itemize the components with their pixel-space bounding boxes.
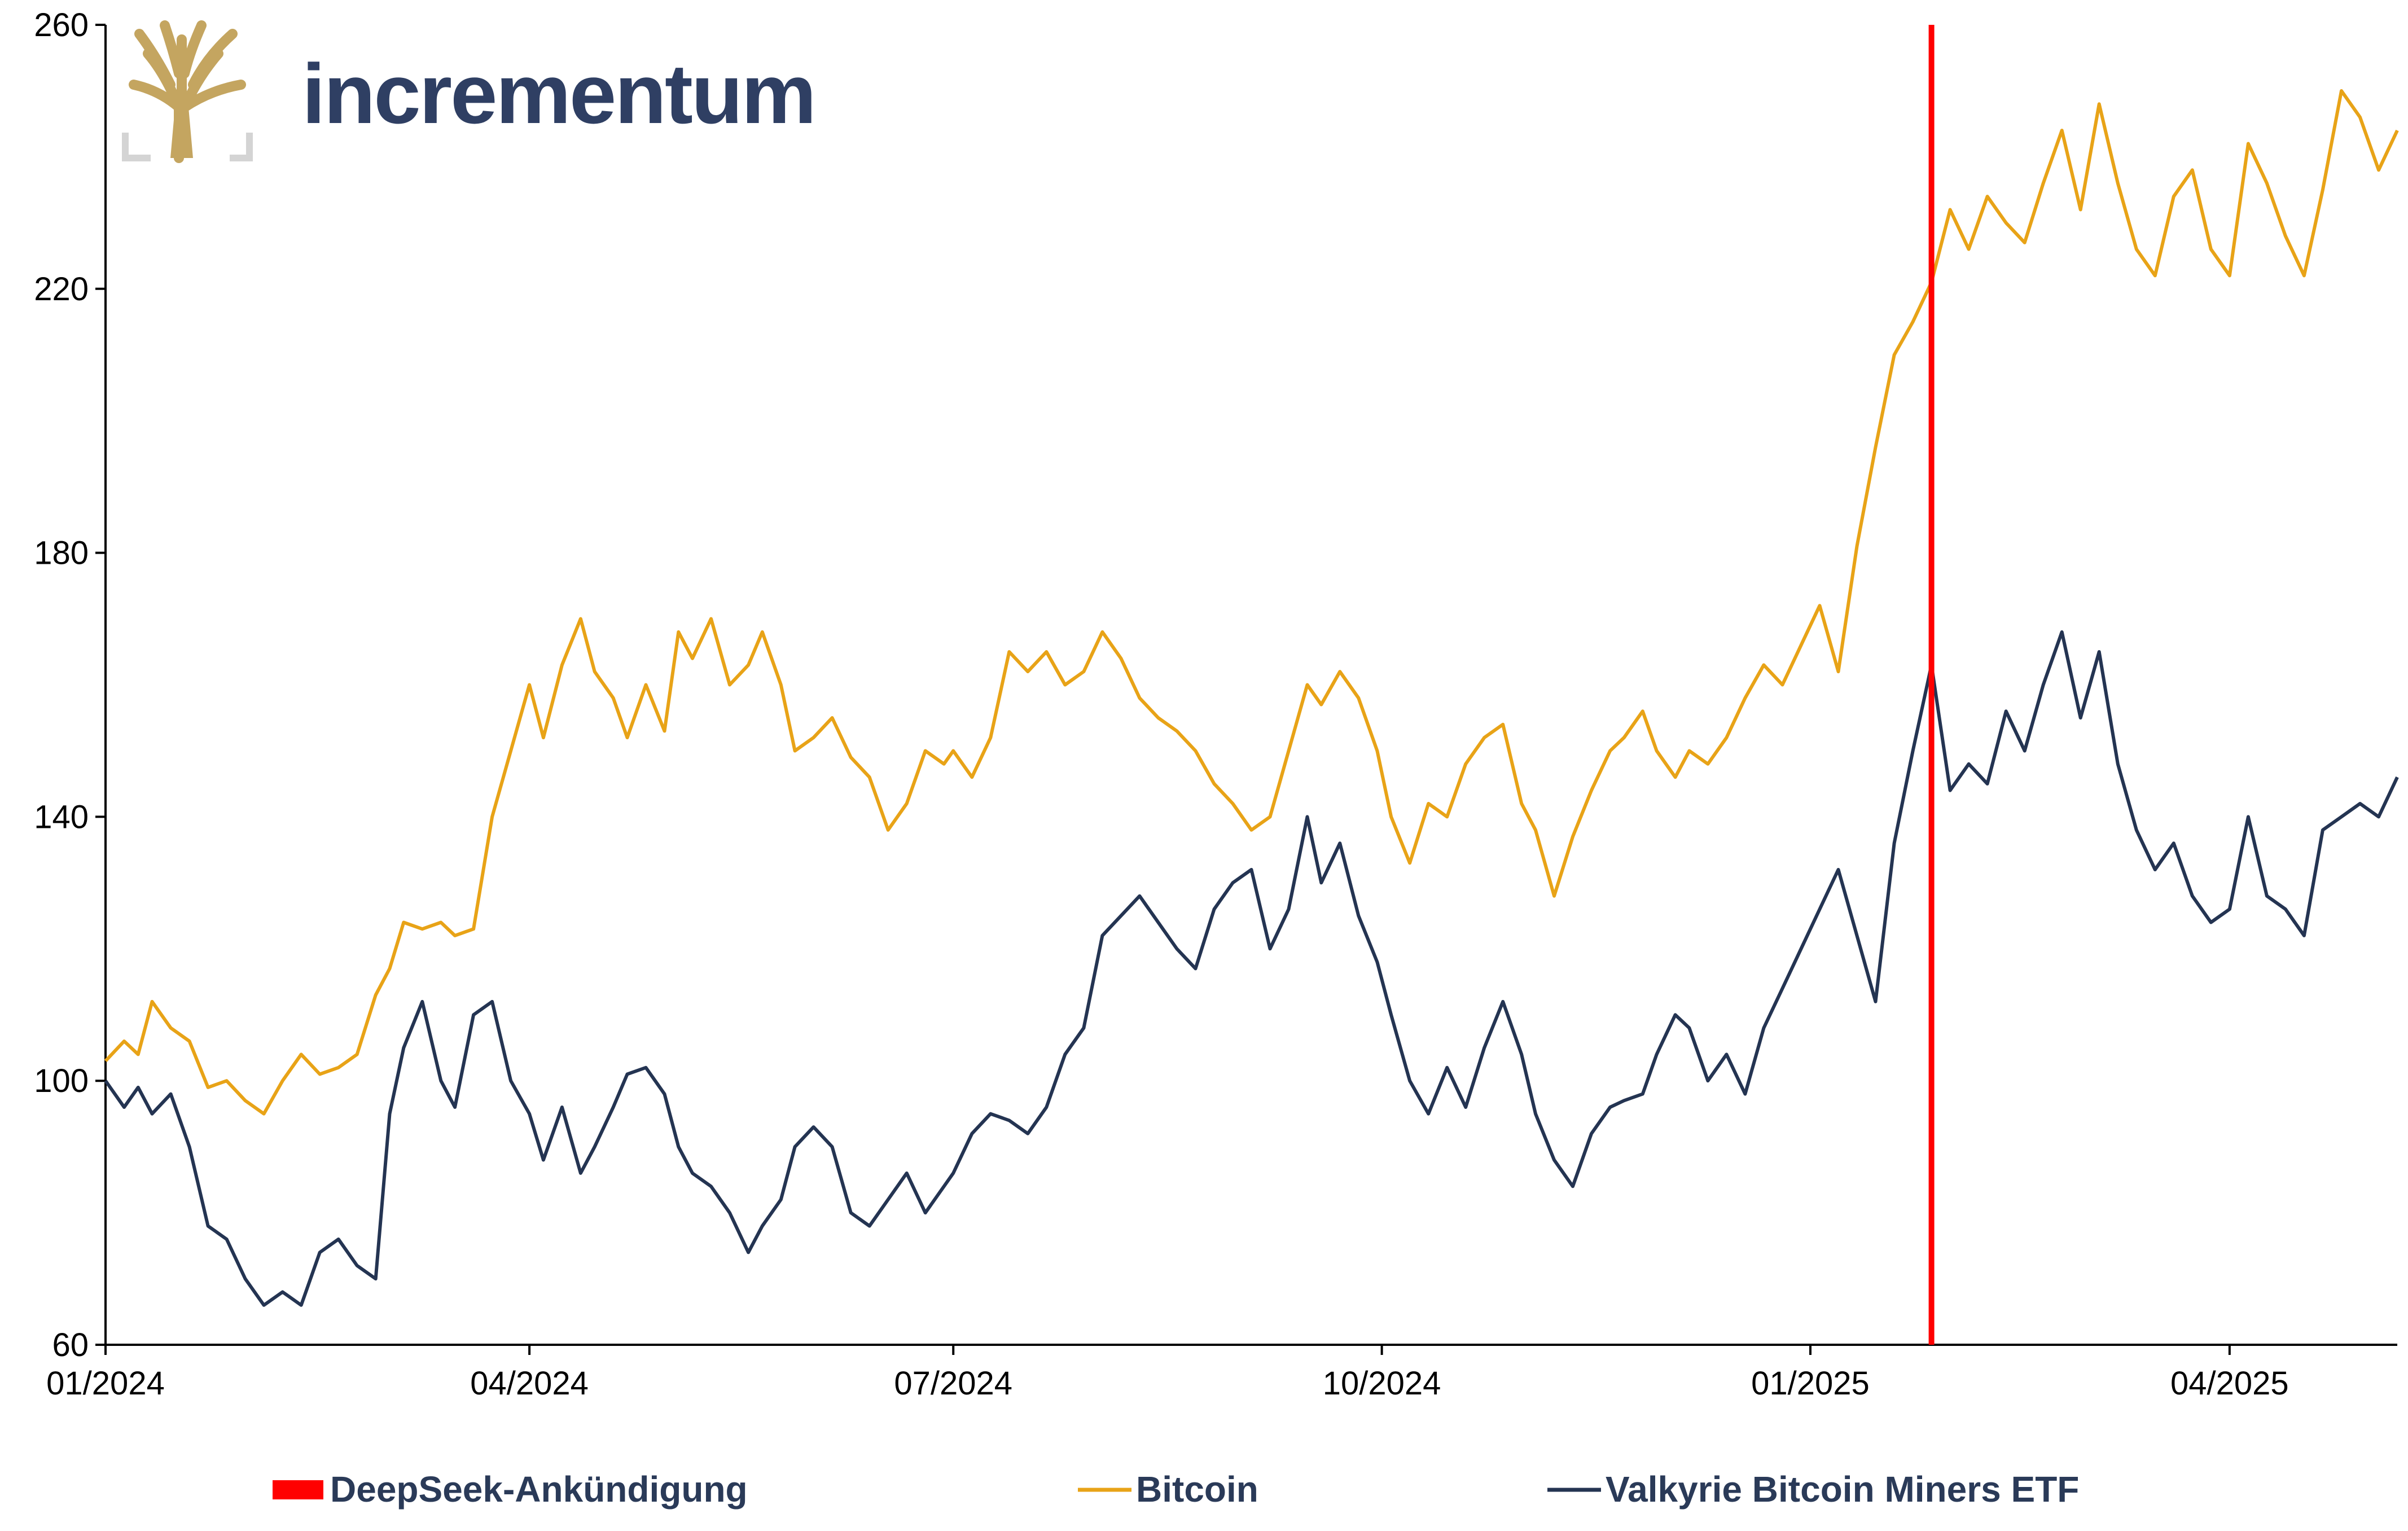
brand-name: incrementum <box>302 46 815 141</box>
y-tick-label: 60 <box>52 1327 89 1363</box>
series-layer <box>104 89 2399 1307</box>
legend-swatch-deepseek <box>273 1480 323 1499</box>
x-tick-label: 04/2024 <box>470 1365 589 1402</box>
legend-label-deepseek: DeepSeek-Ankündigung <box>330 1469 748 1510</box>
legend-label-bitcoin: Bitcoin <box>1136 1469 1258 1510</box>
x-tick-label: 07/2024 <box>894 1365 1012 1402</box>
logo: incrementum <box>122 20 817 163</box>
legend-item-valkyrie: Valkyrie Bitcoin Miners ETF <box>1547 1469 2079 1510</box>
legend-item-bitcoin: Bitcoin <box>1078 1469 1258 1510</box>
x-tick-label: 10/2024 <box>1323 1365 1441 1402</box>
x-tick-label: 04/2025 <box>2170 1365 2289 1402</box>
x-tick-label: 01/2024 <box>46 1365 165 1402</box>
legend-item-deepseek: DeepSeek-Ankündigung <box>273 1469 748 1510</box>
legend-label-valkyrie: Valkyrie Bitcoin Miners ETF <box>1606 1469 2079 1510</box>
series-line-bitcoin <box>104 89 2399 1116</box>
y-ticks: 60 100 140 180 220 260 <box>34 7 106 1363</box>
y-tick-label: 180 <box>34 535 89 572</box>
x-ticks: 01/2024 04/2024 07/2024 10/2024 01/2025 04/20… <box>46 1345 2289 1402</box>
y-tick-label: 260 <box>34 7 89 43</box>
series-line-valkyrie-bitcoin-miners-etf <box>104 630 2399 1307</box>
x-tick-label: 01/2025 <box>1751 1365 1870 1402</box>
y-tick-label: 140 <box>34 799 89 835</box>
legend: DeepSeek-Ankündigung Bitcoin Valkyrie Bi… <box>273 1469 2079 1510</box>
tree-logo-icon <box>122 20 253 163</box>
y-tick-label: 220 <box>34 271 89 308</box>
y-tick-label: 100 <box>34 1063 89 1099</box>
